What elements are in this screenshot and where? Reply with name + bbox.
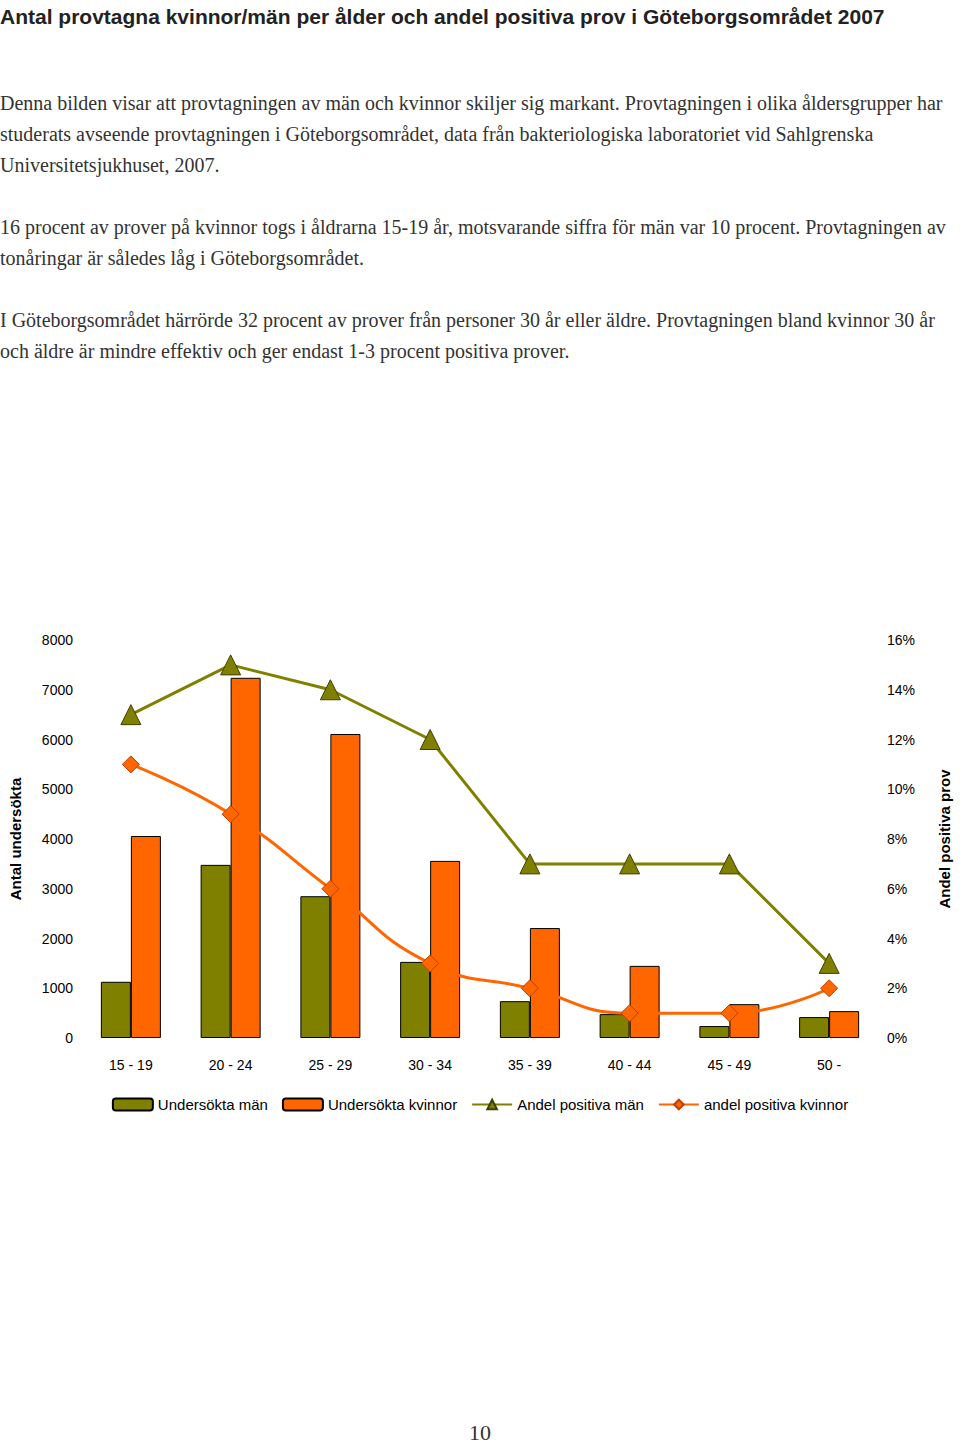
html-text:Antal provtagna kvinnor/män pe: Antal provtagna kvinnor/män per ålder oc… bbox=[0, 5, 885, 28]
svg-text:Antal undersökta: Antal undersökta bbox=[7, 777, 24, 900]
svg-text:6000: 6000 bbox=[42, 732, 73, 748]
svg-text:andel positiva kvinnor: andel positiva kvinnor bbox=[704, 1096, 848, 1113]
html-text:16 procent av prover på kvinno: 16 procent av prover på kvinnor togs i å… bbox=[0, 216, 946, 269]
svg-text:30 - 34: 30 - 34 bbox=[408, 1057, 452, 1073]
svg-text:45 - 49: 45 - 49 bbox=[708, 1057, 752, 1073]
svg-text:4000: 4000 bbox=[42, 831, 73, 847]
svg-text:4%: 4% bbox=[887, 931, 907, 947]
svg-text:50 -: 50 - bbox=[817, 1057, 841, 1073]
svg-text:Undersökta kvinnor: Undersökta kvinnor bbox=[328, 1096, 457, 1113]
svg-text:Undersökta män: Undersökta män bbox=[158, 1096, 268, 1113]
svg-text:25 - 29: 25 - 29 bbox=[309, 1057, 353, 1073]
svg-text:15 - 19: 15 - 19 bbox=[109, 1057, 153, 1073]
svg-text:8%: 8% bbox=[887, 831, 907, 847]
svg-text:12%: 12% bbox=[887, 732, 915, 748]
svg-text:10%: 10% bbox=[887, 781, 915, 797]
html-text:I Göteborgsområdet härrörde 32: I Göteborgsområdet härrörde 32 procent a… bbox=[0, 309, 935, 362]
html-text:10: 10 bbox=[469, 1420, 491, 1445]
svg-text:Andel positiva män: Andel positiva män bbox=[517, 1096, 644, 1113]
svg-text:8000: 8000 bbox=[42, 632, 73, 648]
svg-text:1000: 1000 bbox=[42, 980, 73, 996]
svg-text:35 - 39: 35 - 39 bbox=[508, 1057, 552, 1073]
svg-text:0: 0 bbox=[65, 1030, 73, 1046]
svg-text:40 - 44: 40 - 44 bbox=[608, 1057, 652, 1073]
svg-text:0%: 0% bbox=[887, 1030, 907, 1046]
svg-text:2000: 2000 bbox=[42, 931, 73, 947]
svg-text:20 - 24: 20 - 24 bbox=[209, 1057, 253, 1073]
svg-text:14%: 14% bbox=[887, 682, 915, 698]
svg-text:3000: 3000 bbox=[42, 881, 73, 897]
svg-text:16%: 16% bbox=[887, 632, 915, 648]
svg-text:2%: 2% bbox=[887, 980, 907, 996]
svg-text:7000: 7000 bbox=[42, 682, 73, 698]
svg-text:5000: 5000 bbox=[42, 781, 73, 797]
svg-text:6%: 6% bbox=[887, 881, 907, 897]
html-text:Denna bilden visar att provtag: Denna bilden visar att provtagningen av … bbox=[0, 92, 943, 176]
svg-text:Andel positiva prov: Andel positiva prov bbox=[936, 769, 953, 909]
